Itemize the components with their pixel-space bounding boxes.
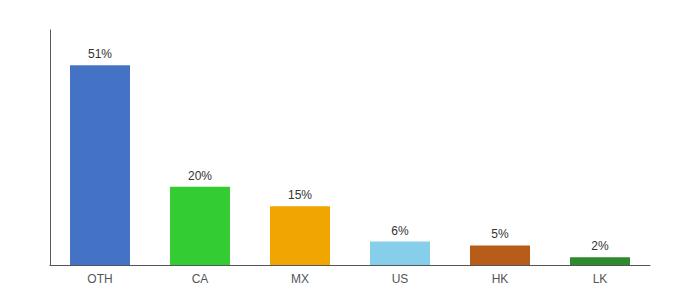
svg-text:5%: 5% (491, 227, 509, 241)
svg-text:51%: 51% (88, 47, 112, 61)
svg-text:20%: 20% (188, 169, 212, 183)
svg-text:US: US (392, 272, 409, 286)
svg-text:6%: 6% (391, 224, 409, 238)
svg-text:LK: LK (593, 272, 608, 286)
svg-text:HK: HK (492, 272, 509, 286)
svg-text:OTH: OTH (87, 272, 112, 286)
svg-text:15%: 15% (288, 188, 312, 202)
svg-text:2%: 2% (591, 239, 609, 253)
svg-text:CA: CA (192, 272, 209, 286)
svg-text:MX: MX (291, 272, 309, 286)
